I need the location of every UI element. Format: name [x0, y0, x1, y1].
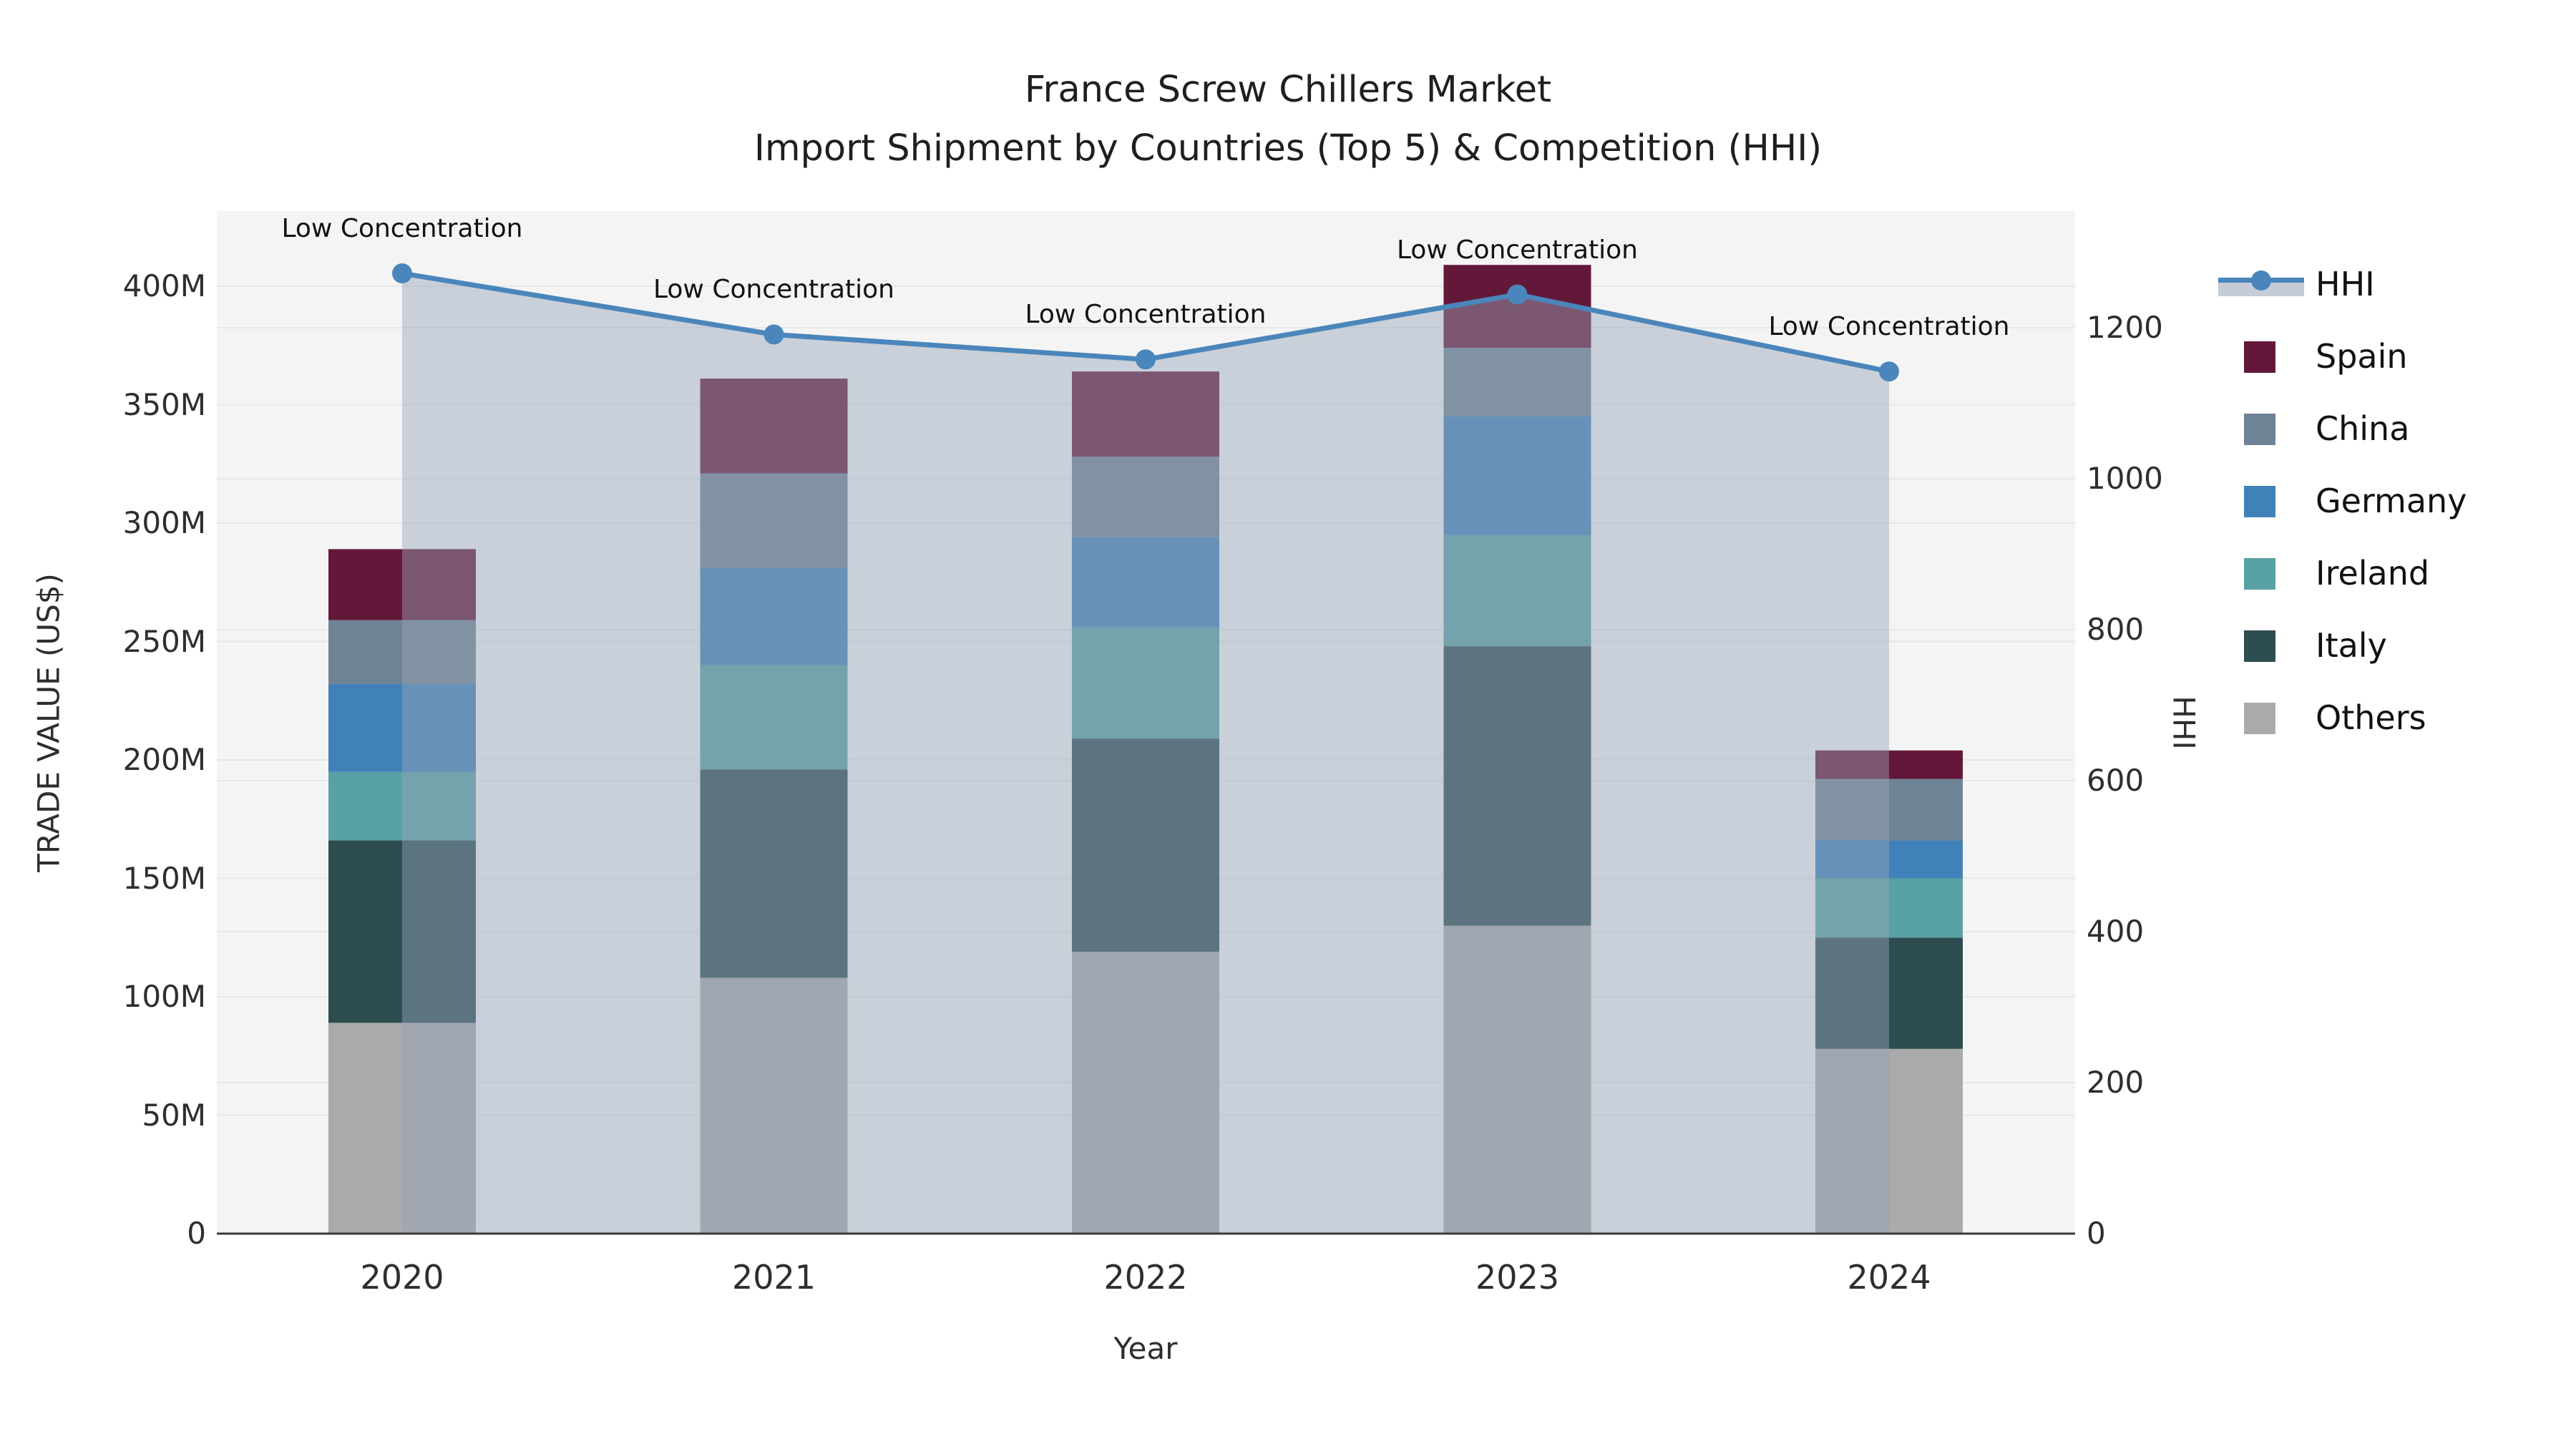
bar-segment-2023-Germany[interactable]	[1443, 416, 1591, 535]
bar-segment-2020-Others[interactable]	[328, 1023, 476, 1234]
bar-segment-2023-China[interactable]	[1443, 348, 1591, 417]
legend-label-ireland: Ireland	[2316, 554, 2430, 592]
bar-segment-2024-Italy[interactable]	[1815, 937, 1963, 1049]
x-tick-2020: 2020	[360, 1258, 444, 1297]
y2-tick-1000: 1000	[2087, 461, 2163, 496]
hhi-area-fill	[402, 273, 1889, 1234]
bar-segment-2020-China[interactable]	[328, 620, 476, 685]
bar-segment-2022-Spain[interactable]	[1072, 371, 1219, 457]
bar-segment-2022-Others[interactable]	[1072, 952, 1219, 1234]
bar-segment-2022-Germany[interactable]	[1072, 537, 1219, 628]
bar-segment-2024-Spain[interactable]	[1815, 750, 1963, 779]
legend-swatch-spain-icon	[2244, 341, 2275, 373]
bar-segment-2023-Ireland[interactable]	[1443, 535, 1591, 647]
y2-tick-0: 0	[2087, 1216, 2106, 1251]
hhi-marker-2021[interactable]	[763, 324, 784, 345]
y2-tick-400: 400	[2087, 914, 2145, 949]
bar-segment-2024-China[interactable]	[1815, 779, 1963, 841]
legend-swatch-ireland-icon	[2244, 558, 2275, 590]
y1-tick-200M: 200M	[122, 742, 206, 777]
y2-tick-200: 200	[2087, 1065, 2145, 1100]
bar-segment-2021-Others[interactable]	[700, 977, 848, 1234]
x-tick-2021: 2021	[731, 1258, 816, 1297]
bar-segment-2022-China[interactable]	[1072, 457, 1219, 537]
annotation-2022: Low Concentration	[1025, 300, 1267, 330]
annotation-2024: Low Concentration	[1768, 312, 2010, 342]
y2-axis-title: HHI	[2166, 696, 2202, 750]
chart-title-line2: Import Shipment by Countries (Top 5) & C…	[753, 127, 1823, 170]
legend-label-germany: Germany	[2316, 482, 2467, 520]
y2-tick-1200: 1200	[2087, 310, 2163, 345]
bar-segment-2020-Spain[interactable]	[328, 549, 476, 620]
annotation-2023: Low Concentration	[1396, 235, 1638, 265]
chart-title-line1: France Screw Chillers Market	[1024, 69, 1552, 111]
bar-segment-2021-Ireland[interactable]	[700, 665, 848, 770]
bar-segment-2023-Italy[interactable]	[1443, 646, 1591, 926]
legend-label-spain: Spain	[2316, 337, 2408, 376]
legend-label-italy: Italy	[2316, 626, 2387, 665]
y1-axis-title: TRADE VALUE (US$)	[31, 573, 67, 872]
hhi-line-swatch-icon	[2218, 270, 2304, 296]
legend-swatch-china-icon	[2244, 414, 2275, 445]
y1-tick-0: 0	[187, 1216, 206, 1251]
y1-tick-250M: 250M	[122, 623, 206, 659]
hhi-marker-2022[interactable]	[1136, 349, 1156, 370]
x-tick-2024: 2024	[1847, 1258, 1931, 1297]
x-axis-title: Year	[1113, 1331, 1178, 1366]
bar-segment-2021-China[interactable]	[700, 473, 848, 568]
annotation-2021: Low Concentration	[653, 275, 894, 305]
bar-segment-2021-Italy[interactable]	[700, 769, 848, 978]
bar-segment-2022-Italy[interactable]	[1072, 738, 1219, 952]
hhi-marker-2020[interactable]	[392, 263, 412, 284]
y1-tick-150M: 150M	[122, 860, 206, 896]
legend-swatch-germany-icon	[2244, 486, 2275, 517]
y1-tick-400M: 400M	[122, 268, 206, 303]
bar-segment-2020-Ireland[interactable]	[328, 771, 476, 841]
hhi-marker-2024[interactable]	[1879, 361, 1899, 382]
y2-tick-600: 600	[2087, 763, 2145, 798]
y1-tick-350M: 350M	[122, 386, 206, 422]
legend-label-others: Others	[2316, 698, 2426, 737]
bar-segment-2021-Germany[interactable]	[700, 567, 848, 665]
hhi-marker-2023[interactable]	[1507, 284, 1528, 305]
y2-tick-800: 800	[2087, 612, 2145, 647]
x-tick-2023: 2023	[1475, 1258, 1560, 1297]
bar-segment-2021-Spain[interactable]	[700, 379, 848, 474]
y1-tick-50M: 50M	[142, 1097, 206, 1133]
bar-segment-2024-Others[interactable]	[1815, 1048, 1963, 1234]
y1-tick-100M: 100M	[122, 979, 206, 1014]
legend-swatch-others-icon	[2244, 703, 2275, 734]
y1-tick-300M: 300M	[122, 505, 206, 540]
bar-segment-2024-Ireland[interactable]	[1815, 878, 1963, 938]
bar-segment-2020-Germany[interactable]	[328, 684, 476, 772]
bar-segment-2023-Others[interactable]	[1443, 925, 1591, 1234]
legend-swatch-italy-icon	[2244, 630, 2275, 662]
bar-segment-2022-Ireland[interactable]	[1072, 627, 1219, 739]
bar-segment-2020-Italy[interactable]	[328, 840, 476, 1023]
x-tick-2022: 2022	[1103, 1258, 1188, 1297]
legend-label-china: China	[2316, 409, 2410, 448]
annotation-2020: Low Concentration	[281, 214, 523, 244]
legend-label-hhi: HHI	[2316, 265, 2375, 303]
bar-segment-2024-Germany[interactable]	[1815, 840, 1963, 879]
